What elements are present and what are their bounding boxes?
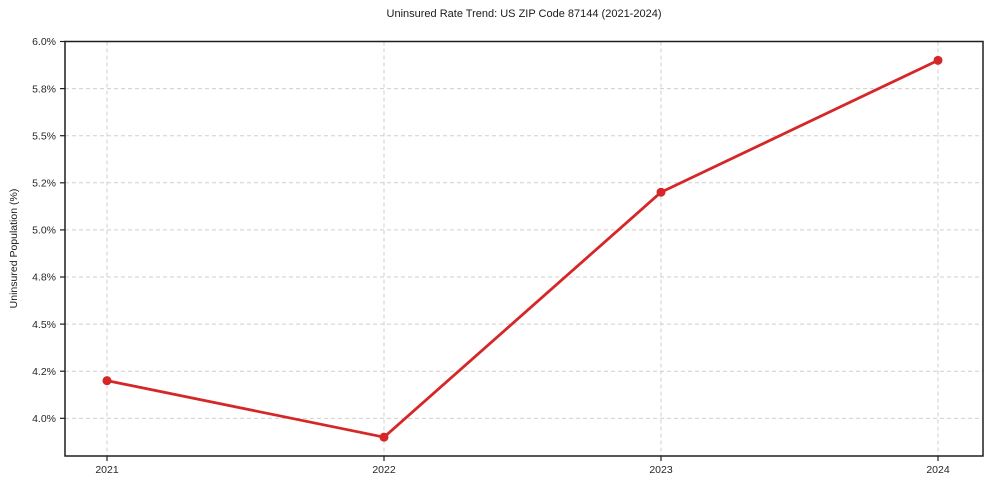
x-tick-label: 2024	[926, 464, 950, 476]
data-point-2024	[933, 55, 943, 65]
data-point-2023	[656, 187, 666, 197]
y-tick-label: 4.2%	[32, 366, 56, 378]
chart-title: Uninsured Rate Trend: US ZIP Code 87144 …	[386, 8, 662, 20]
y-tick-label: 4.8%	[32, 272, 56, 284]
y-tick-label: 5.5%	[32, 130, 56, 142]
x-tick-label: 2021	[95, 464, 119, 476]
data-point-2021	[102, 376, 112, 386]
data-point-2022	[379, 432, 389, 442]
y-tick-label: 5.2%	[32, 177, 56, 189]
x-tick-label: 2022	[372, 464, 396, 476]
trend-line	[105, 58, 940, 439]
x-tick-label: 2023	[649, 464, 673, 476]
y-tick-label: 4.5%	[32, 319, 56, 331]
y-tick-label: 5.0%	[32, 225, 56, 237]
y-tick-label: 6.0%	[32, 36, 56, 48]
y-tick-label: 4.0%	[32, 413, 56, 425]
plot-border	[64, 40, 984, 457]
y-tick-label: 5.8%	[32, 83, 56, 95]
